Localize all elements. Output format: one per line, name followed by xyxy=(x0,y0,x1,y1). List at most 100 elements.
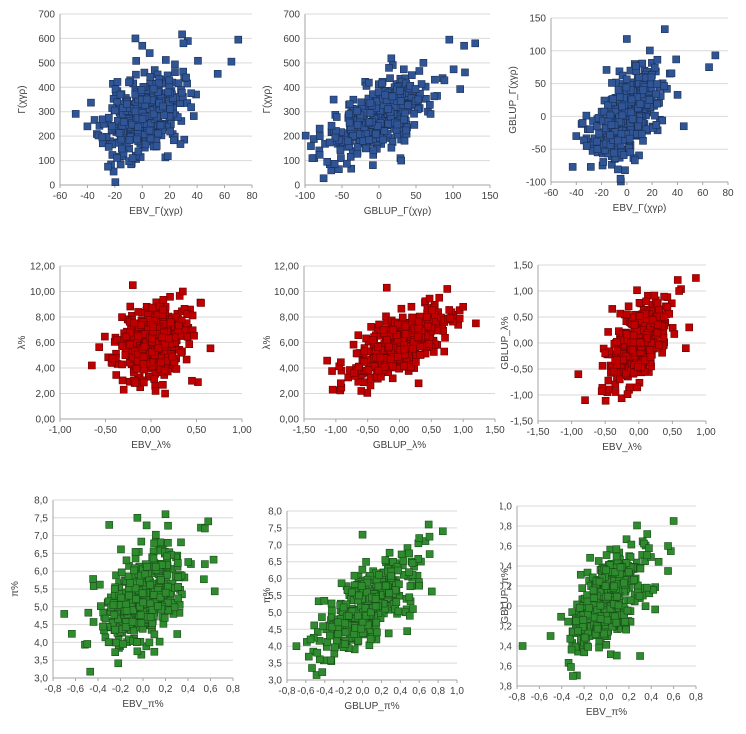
data-point xyxy=(130,566,138,575)
data-point xyxy=(634,363,642,371)
data-point xyxy=(406,363,415,371)
data-point xyxy=(330,160,339,168)
data-point xyxy=(349,132,357,140)
data-point xyxy=(156,593,165,602)
data-point xyxy=(384,105,392,113)
data-point xyxy=(101,332,109,341)
data-point xyxy=(87,98,95,107)
data-point xyxy=(163,598,172,607)
data-point xyxy=(166,127,174,136)
data-point xyxy=(672,55,680,64)
y-tick-label: 8,00 xyxy=(280,313,300,324)
data-point xyxy=(139,360,148,368)
data-point xyxy=(143,563,151,571)
data-point xyxy=(604,328,612,336)
data-point xyxy=(393,353,402,361)
data-point xyxy=(626,553,635,561)
data-point xyxy=(642,297,650,306)
data-point xyxy=(331,643,339,652)
data-point xyxy=(417,80,426,88)
data-point xyxy=(200,575,208,584)
data-point xyxy=(636,338,645,347)
data-point xyxy=(117,545,125,554)
data-point xyxy=(341,619,349,628)
data-points xyxy=(518,517,678,680)
data-point xyxy=(439,527,447,536)
data-point xyxy=(415,534,424,542)
data-point xyxy=(131,107,140,116)
data-point xyxy=(150,539,158,548)
data-point xyxy=(673,91,682,99)
data-point xyxy=(111,106,119,115)
data-point xyxy=(163,570,172,579)
data-point xyxy=(150,630,159,639)
data-point xyxy=(394,566,402,575)
data-point xyxy=(325,138,334,147)
data-point xyxy=(136,611,145,620)
data-point xyxy=(408,313,417,322)
data-point xyxy=(358,565,367,574)
data-point xyxy=(133,135,141,144)
data-point xyxy=(366,381,375,390)
data-point xyxy=(643,334,651,343)
y-tick-label: 50 xyxy=(535,79,547,90)
data-point xyxy=(164,88,173,97)
data-point xyxy=(400,115,408,124)
data-point xyxy=(165,76,174,85)
data-point xyxy=(638,59,647,68)
data-point xyxy=(159,102,167,111)
data-point xyxy=(326,656,335,665)
x-tick-label: 0,50 xyxy=(663,427,683,438)
data-point xyxy=(653,328,662,337)
data-point xyxy=(410,109,418,118)
y-axis-title: π% xyxy=(262,587,273,603)
data-point xyxy=(97,602,105,610)
data-point xyxy=(649,586,658,594)
data-point xyxy=(116,90,125,99)
data-point xyxy=(425,340,434,348)
data-point xyxy=(71,110,80,118)
y-tick-label: 500 xyxy=(283,58,300,69)
x-tick-label: -1,00 xyxy=(49,425,72,436)
data-point xyxy=(431,75,439,84)
data-point xyxy=(601,582,610,590)
data-point xyxy=(400,136,409,145)
data-point xyxy=(358,530,367,539)
data-point xyxy=(651,605,659,614)
data-point xyxy=(423,322,432,331)
y-tick-label: 3,0 xyxy=(268,676,282,687)
data-point xyxy=(187,103,195,111)
data-point xyxy=(329,95,338,104)
data-point xyxy=(425,532,434,541)
data-point xyxy=(210,587,219,596)
data-point xyxy=(612,552,621,561)
data-point xyxy=(682,344,690,352)
data-point xyxy=(430,92,439,101)
data-point xyxy=(128,154,137,162)
x-tick-label: -0,2 xyxy=(576,692,594,703)
data-point xyxy=(341,628,350,637)
y-tick-label: 1,00 xyxy=(514,287,534,298)
data-point xyxy=(122,556,131,565)
data-point xyxy=(393,120,402,129)
data-point xyxy=(388,374,397,383)
y-tick-label: 0 xyxy=(540,112,546,123)
data-point xyxy=(184,558,193,566)
data-point xyxy=(675,287,683,295)
data-point xyxy=(388,362,397,371)
data-point xyxy=(634,581,642,590)
data-point xyxy=(608,79,616,87)
data-point xyxy=(425,550,434,558)
data-point xyxy=(60,610,69,618)
data-point xyxy=(154,343,163,352)
data-point xyxy=(349,340,358,349)
data-point xyxy=(651,63,659,72)
data-point xyxy=(414,555,423,563)
data-point xyxy=(99,622,107,631)
data-point xyxy=(146,581,154,589)
data-point xyxy=(653,55,662,64)
data-point xyxy=(174,594,182,603)
data-point xyxy=(596,601,605,610)
data-point xyxy=(353,120,362,129)
data-point xyxy=(125,340,134,349)
